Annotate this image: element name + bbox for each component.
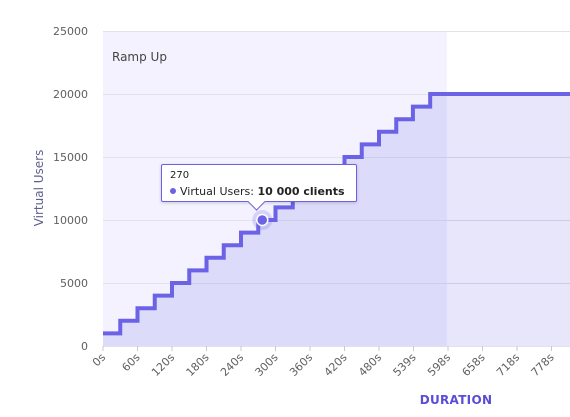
x-tick-label: 420s — [322, 351, 350, 379]
x-tick-label: 598s — [425, 351, 453, 379]
x-tick-label: 718s — [494, 351, 522, 379]
x-tick-label: 539s — [391, 351, 419, 379]
area-fill — [103, 94, 570, 346]
x-tick-label: 300s — [253, 351, 281, 379]
series-line — [103, 92, 570, 336]
tooltip-series-name: Virtual Users: — [180, 185, 254, 198]
series-area — [103, 92, 570, 346]
x-tick-label: 120s — [149, 351, 177, 379]
x-tick-label: 778s — [529, 351, 557, 379]
y-tick-label: 0 — [81, 340, 88, 353]
y-tick-label: 10000 — [53, 214, 88, 227]
x-axis: 0s 60s 120s 180s 240s 300s 360s 420s 480s 539s 598… — [90, 346, 557, 379]
hover-marker[interactable] — [252, 210, 273, 230]
y-axis: 0 5000 10000 15000 20000 25000 — [53, 25, 88, 353]
y-axis-label: Virtual Users — [32, 150, 46, 227]
tooltip-header: 270 — [170, 170, 190, 181]
x-tick-label: 658s — [460, 351, 488, 379]
y-tick-label: 25000 — [53, 25, 88, 38]
x-tick-label: 60s — [119, 351, 142, 374]
hover-point — [256, 213, 269, 227]
y-tick-label: 15000 — [53, 151, 88, 164]
x-axis-label: DURATION — [420, 393, 493, 407]
x-tick-label: 360s — [287, 351, 315, 379]
tooltip-value: 10 000 clients — [257, 185, 345, 198]
tooltip: 270 Virtual Users: 10 000 clients — [161, 164, 357, 211]
y-tick-label: 20000 — [53, 88, 88, 101]
x-tick-label: 240s — [218, 351, 246, 379]
series-dot-icon — [170, 188, 176, 194]
band-label: Ramp Up — [112, 50, 167, 64]
x-tick-label: 480s — [356, 351, 384, 379]
x-tick-label: 0s — [90, 351, 108, 369]
x-tick-label: 180s — [184, 351, 212, 379]
y-tick-label: 5000 — [60, 277, 88, 290]
tooltip-row: Virtual Users: 10 000 clients — [170, 185, 348, 198]
